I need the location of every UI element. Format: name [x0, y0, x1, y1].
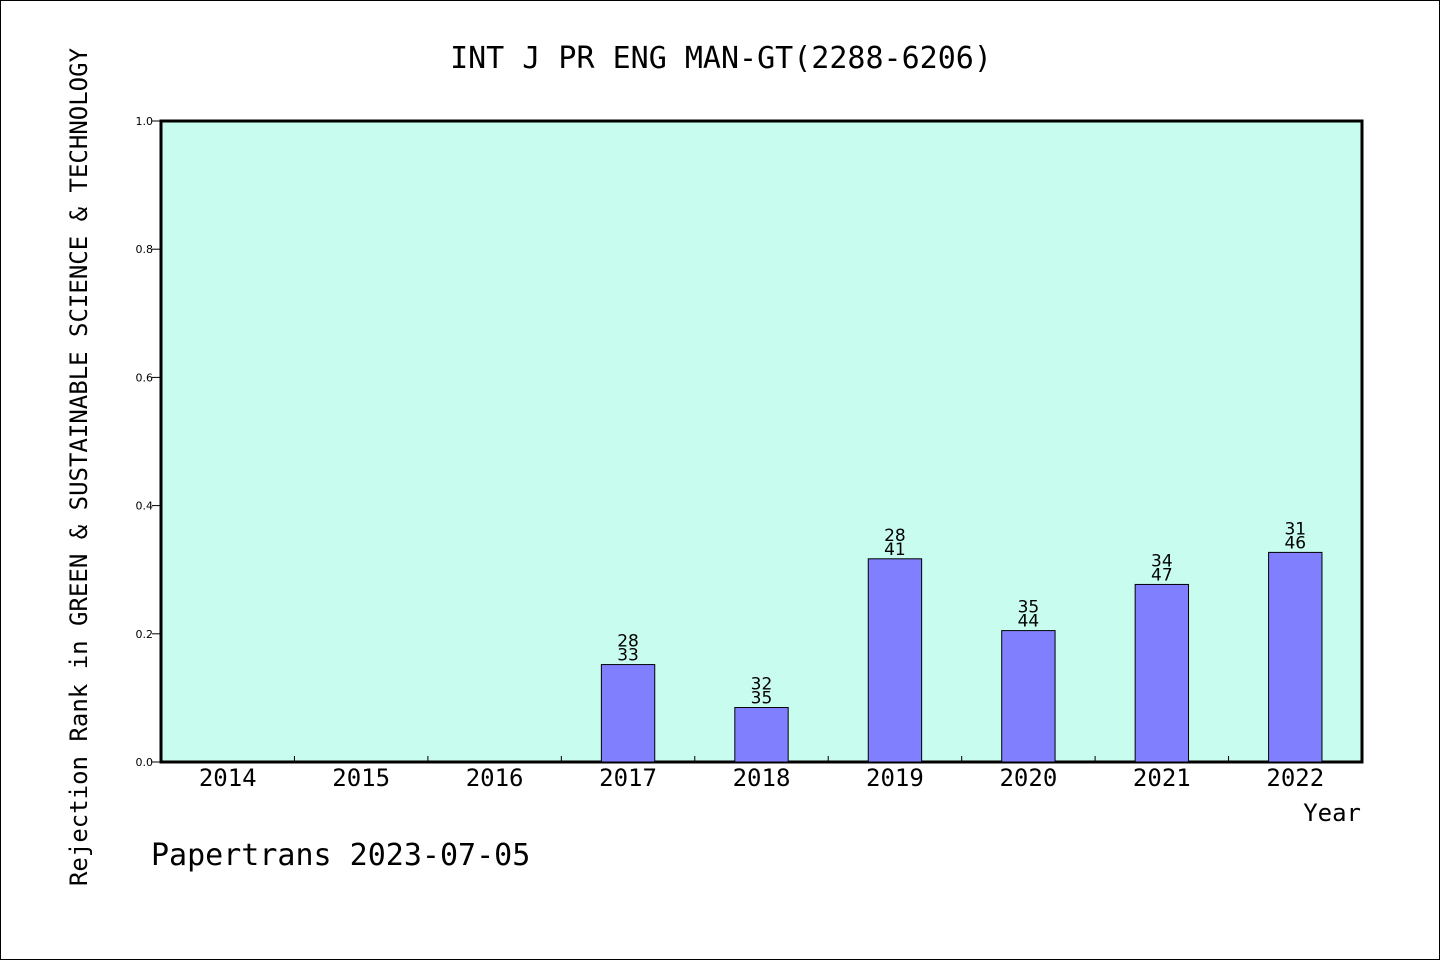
- bar-2020: [1001, 630, 1056, 763]
- x-tick-label: 2015: [332, 764, 390, 792]
- bar-label-bottom: 33: [617, 646, 639, 666]
- bar-label-top: 34: [1151, 551, 1173, 571]
- y-tick-label: 0.8: [136, 243, 154, 256]
- x-tick-label: 2014: [199, 764, 257, 792]
- bar-label-bottom: 35: [751, 689, 773, 709]
- bar-label-top: 31: [1284, 519, 1306, 539]
- bar-label-bottom: 44: [1018, 612, 1040, 632]
- x-tick-label: 2017: [599, 764, 657, 792]
- bar-label-top: 35: [1018, 598, 1040, 618]
- x-tick-label: 2018: [733, 764, 791, 792]
- y-tick-label: 0.2: [136, 628, 154, 641]
- y-tick-label: 0.4: [136, 500, 154, 513]
- bar-label-bottom: 41: [884, 540, 906, 560]
- x-tick-label: 2022: [1266, 764, 1324, 792]
- bar-label-top: 28: [617, 632, 639, 652]
- x-tick-label: 2020: [999, 764, 1057, 792]
- y-tick-label: 0.0: [136, 756, 154, 769]
- bar-2018: [734, 707, 789, 763]
- bar-label-top: 28: [884, 526, 906, 546]
- y-tick-label: 0.6: [136, 371, 154, 384]
- x-axis-label: Year: [1303, 799, 1361, 827]
- bar-2017: [600, 664, 656, 763]
- chart-title: INT J PR ENG MAN-GT(2288-6206): [450, 41, 992, 76]
- x-tick-label: 2016: [466, 764, 524, 792]
- bar-label-top: 32: [751, 675, 773, 695]
- y-tick-label: 1.0: [136, 115, 154, 128]
- bar-2021: [1134, 583, 1190, 763]
- x-tick-label: 2019: [866, 764, 924, 792]
- bar-label-bottom: 46: [1284, 533, 1306, 553]
- x-axis-ticks: 2014 2015 2016 2017 2018 2019 2020 2021 2022: [199, 756, 1324, 792]
- y-axis-ticks: 0.0 0.2 0.4 0.6 0.8 1.0: [136, 115, 161, 769]
- x-tick-label: 2021: [1133, 764, 1191, 792]
- bar-2022: [1268, 551, 1323, 763]
- footer-credit: Papertrans 2023-07-05: [151, 838, 530, 873]
- bar-label-bottom: 47: [1151, 565, 1173, 585]
- y-axis-label: Rejection Rank in GREEN & SUSTAINABLE SC…: [65, 47, 93, 886]
- bar-2019: [867, 558, 923, 763]
